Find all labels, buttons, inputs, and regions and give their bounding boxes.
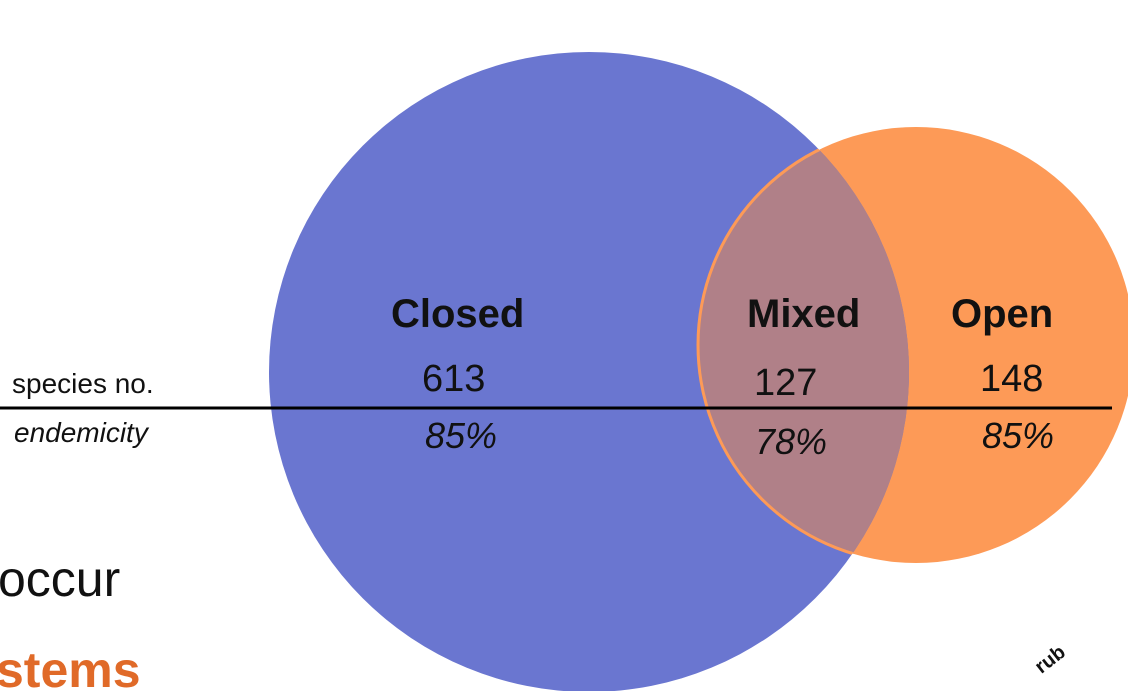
closed-endemicity-value: 85% bbox=[425, 415, 498, 456]
mixed-endemicity-value: 78% bbox=[755, 421, 828, 462]
species-row-label: species no. bbox=[12, 368, 154, 399]
open-species-value: 148 bbox=[980, 358, 1044, 400]
open-set-outline bbox=[696, 125, 909, 565]
mixed-set-label: Mixed bbox=[747, 292, 861, 336]
open-set-label: Open bbox=[951, 292, 1054, 336]
endemicity-row-label: endemicity bbox=[14, 417, 148, 448]
closed-species-value: 613 bbox=[422, 358, 486, 400]
background-occur-text: occur bbox=[0, 551, 121, 607]
background-stems-text: stems bbox=[0, 642, 141, 698]
closed-set-label: Closed bbox=[391, 292, 525, 336]
open-endemicity-value: 85% bbox=[982, 415, 1055, 456]
mixed-overlap-region bbox=[698, 127, 909, 563]
mixed-species-value: 127 bbox=[754, 362, 818, 404]
